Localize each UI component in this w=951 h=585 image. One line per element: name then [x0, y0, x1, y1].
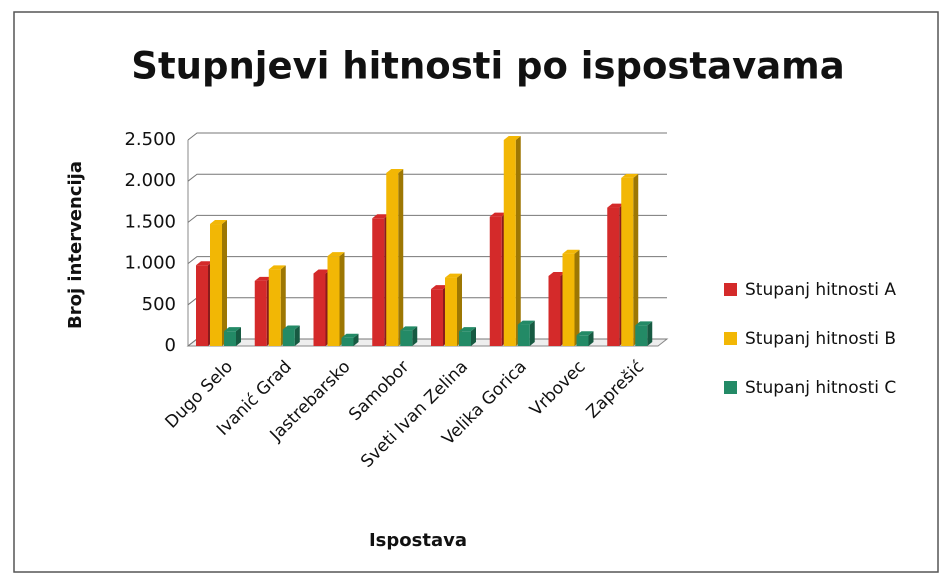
bar	[576, 335, 589, 346]
bar-top	[400, 326, 418, 331]
bar	[224, 331, 236, 346]
legend-label: Stupanj hitnosti B	[745, 329, 896, 349]
chart-title: Stupnjevi hitnosti po ispostavama	[131, 45, 844, 88]
y-tick-label: 1.000	[124, 253, 176, 274]
bar	[327, 256, 340, 346]
y-tick-label: 1.500	[124, 211, 176, 232]
bar-top	[517, 320, 535, 325]
bar-top	[576, 331, 594, 336]
bar-top	[621, 173, 639, 178]
bar	[635, 325, 648, 346]
bar	[282, 329, 295, 346]
bar-top	[445, 273, 462, 278]
bar-top	[386, 168, 404, 173]
bar-side	[633, 173, 639, 346]
y-axis-label: Broj intervencija	[65, 161, 86, 329]
bar-side	[398, 168, 404, 346]
bar-top	[327, 252, 345, 257]
bar-top	[372, 214, 390, 219]
bar-side	[280, 265, 286, 346]
bar	[517, 324, 530, 346]
bar-top	[282, 325, 300, 330]
bar	[503, 140, 516, 346]
bar-side	[236, 327, 241, 346]
bar-top	[210, 220, 227, 225]
bar-top	[313, 269, 331, 274]
bar-side	[471, 327, 476, 346]
legend-swatch	[724, 283, 737, 296]
bar-top	[254, 276, 272, 281]
bar-side	[647, 321, 653, 346]
bar-side	[353, 333, 359, 346]
bar-top	[489, 212, 507, 217]
bar	[386, 172, 399, 346]
bar-side	[588, 331, 594, 346]
bar-side	[339, 252, 345, 346]
bar	[621, 177, 634, 346]
y-tick-label: 2.500	[124, 129, 176, 150]
bar	[210, 224, 222, 346]
bar	[400, 330, 413, 346]
bar-top	[268, 265, 286, 270]
bar-top	[503, 136, 521, 140]
bar	[254, 280, 267, 346]
y-tick-label: 2.000	[124, 170, 176, 191]
y-tick-label: 0	[165, 335, 176, 356]
bar-side	[412, 326, 418, 346]
y-tick-label: 500	[142, 294, 176, 315]
bar	[372, 218, 385, 346]
legend-label: Stupanj hitnosti A	[745, 280, 896, 300]
bar-side	[457, 273, 462, 346]
bar	[548, 275, 561, 346]
bar-side	[574, 249, 580, 346]
bar-top	[196, 261, 213, 266]
bar-side	[515, 136, 521, 346]
grid-line	[187, 132, 667, 141]
bar-top	[224, 327, 241, 332]
bar	[431, 289, 443, 346]
bar-top	[459, 327, 476, 332]
bar	[489, 216, 502, 346]
legend-swatch	[724, 381, 737, 394]
legend-label: Stupanj hitnosti C	[745, 378, 896, 398]
bar-top	[607, 203, 625, 208]
bar	[268, 269, 281, 346]
bar-top	[548, 271, 566, 276]
bar-side	[222, 220, 227, 346]
bar-top	[562, 249, 580, 254]
bar	[562, 253, 575, 346]
bar	[607, 207, 620, 346]
chart-border	[13, 11, 939, 573]
bar-top	[431, 285, 448, 290]
bar	[313, 273, 326, 346]
bar-side	[529, 320, 535, 346]
x-axis-label: Ispostava	[369, 530, 467, 551]
bar-side	[294, 325, 300, 346]
bar	[459, 331, 471, 346]
bar-top	[635, 321, 653, 326]
bar	[196, 265, 208, 346]
bar	[445, 277, 457, 346]
bar-top	[341, 333, 359, 338]
legend-swatch	[724, 332, 737, 345]
bar	[341, 337, 354, 346]
